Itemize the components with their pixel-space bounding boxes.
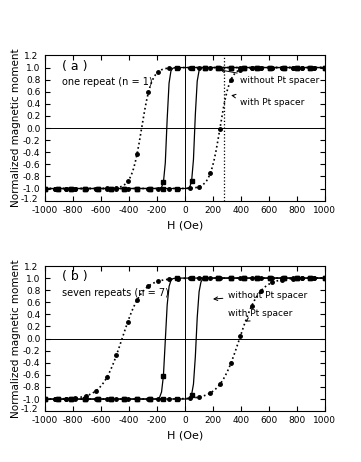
Text: ( a ): ( a ) xyxy=(62,60,87,73)
Y-axis label: Normalized magnetic moment: Normalized magnetic moment xyxy=(11,259,21,418)
Text: 1.2: 1.2 xyxy=(24,52,38,61)
Text: -1.2: -1.2 xyxy=(21,406,38,414)
Text: ( b ): ( b ) xyxy=(62,270,87,283)
X-axis label: H (Oe): H (Oe) xyxy=(167,431,203,441)
Text: 1.2: 1.2 xyxy=(24,263,38,272)
Y-axis label: Normalized magnetic moment: Normalized magnetic moment xyxy=(11,49,21,207)
Text: seven repeats (n = 7): seven repeats (n = 7) xyxy=(62,288,169,298)
Text: one repeat (n = 1): one repeat (n = 1) xyxy=(62,77,153,87)
Text: without Pt spacer: without Pt spacer xyxy=(214,291,308,300)
Text: with Pt spacer: with Pt spacer xyxy=(229,309,293,321)
Text: -1.2: -1.2 xyxy=(21,195,38,204)
Text: with Pt spacer: with Pt spacer xyxy=(232,94,304,107)
Text: without Pt spacer: without Pt spacer xyxy=(221,69,319,85)
X-axis label: H (Oe): H (Oe) xyxy=(167,220,203,230)
